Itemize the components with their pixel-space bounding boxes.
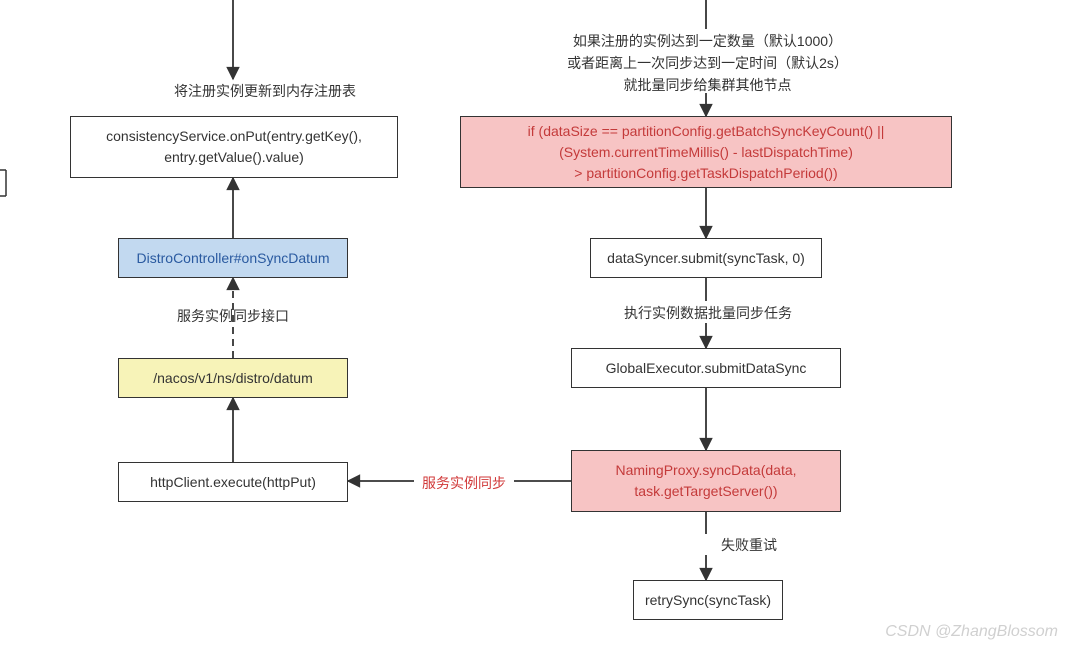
node-naming-proxy: NamingProxy.syncData(data, task.getTarge… [571, 450, 841, 512]
n-syncer-text: dataSyncer.submit(syncTask, 0) [607, 248, 805, 269]
n-naming-l1: NamingProxy.syncData(data, [615, 462, 796, 478]
n-if-l3: > partitionConfig.getTaskDispatchPeriod(… [574, 165, 837, 181]
n-retry-text: retrySync(syncTask) [645, 590, 771, 611]
node-retry-sync: retrySync(syncTask) [633, 580, 783, 620]
n-consistency-l2: entry.getValue().value) [164, 149, 304, 165]
watermark: CSDN @ZhangBlossom [885, 623, 1058, 641]
label-right-top-2: 或者距离上一次同步达到一定时间（默认2s） [535, 52, 880, 74]
node-consistency: consistencyService.onPut(entry.getKey(),… [70, 116, 398, 178]
node-if-condition: if (dataSize == partitionConfig.getBatch… [460, 116, 952, 188]
n-if-l1: if (dataSize == partitionConfig.getBatch… [528, 123, 885, 139]
node-data-syncer: dataSyncer.submit(syncTask, 0) [590, 238, 822, 278]
node-distro-controller: DistroController#onSyncDatum [118, 238, 348, 278]
node-nacos-path: /nacos/v1/ns/distro/datum [118, 358, 348, 398]
n-naming-l2: task.getTargetServer()) [634, 483, 777, 499]
label-sync-interface: 服务实例同步接口 [163, 305, 303, 327]
n-http-text: httpClient.execute(httpPut) [150, 472, 316, 493]
n-consistency-l1: consistencyService.onPut(entry.getKey(), [106, 128, 362, 144]
n-distro-text: DistroController#onSyncDatum [137, 248, 330, 269]
edges-layer [0, 0, 1068, 647]
node-http-execute: httpClient.execute(httpPut) [118, 462, 348, 502]
n-nacos-text: /nacos/v1/ns/distro/datum [153, 368, 313, 389]
label-exec-task: 执行实例数据批量同步任务 [603, 302, 813, 324]
node-global-executor: GlobalExecutor.submitDataSync [571, 348, 841, 388]
label-right-top-1: 如果注册的实例达到一定数量（默认1000） [535, 30, 880, 52]
label-right-top-3: 就批量同步给集群其他节点 [535, 74, 880, 96]
n-if-l2: (System.currentTimeMillis() - lastDispat… [559, 144, 853, 160]
n-global-text: GlobalExecutor.submitDataSync [606, 358, 807, 379]
label-fail-retry: 失败重试 [714, 534, 784, 556]
label-sync-red: 服务实例同步 [414, 472, 514, 494]
label-left-top: 将注册实例更新到内存注册表 [165, 80, 365, 102]
